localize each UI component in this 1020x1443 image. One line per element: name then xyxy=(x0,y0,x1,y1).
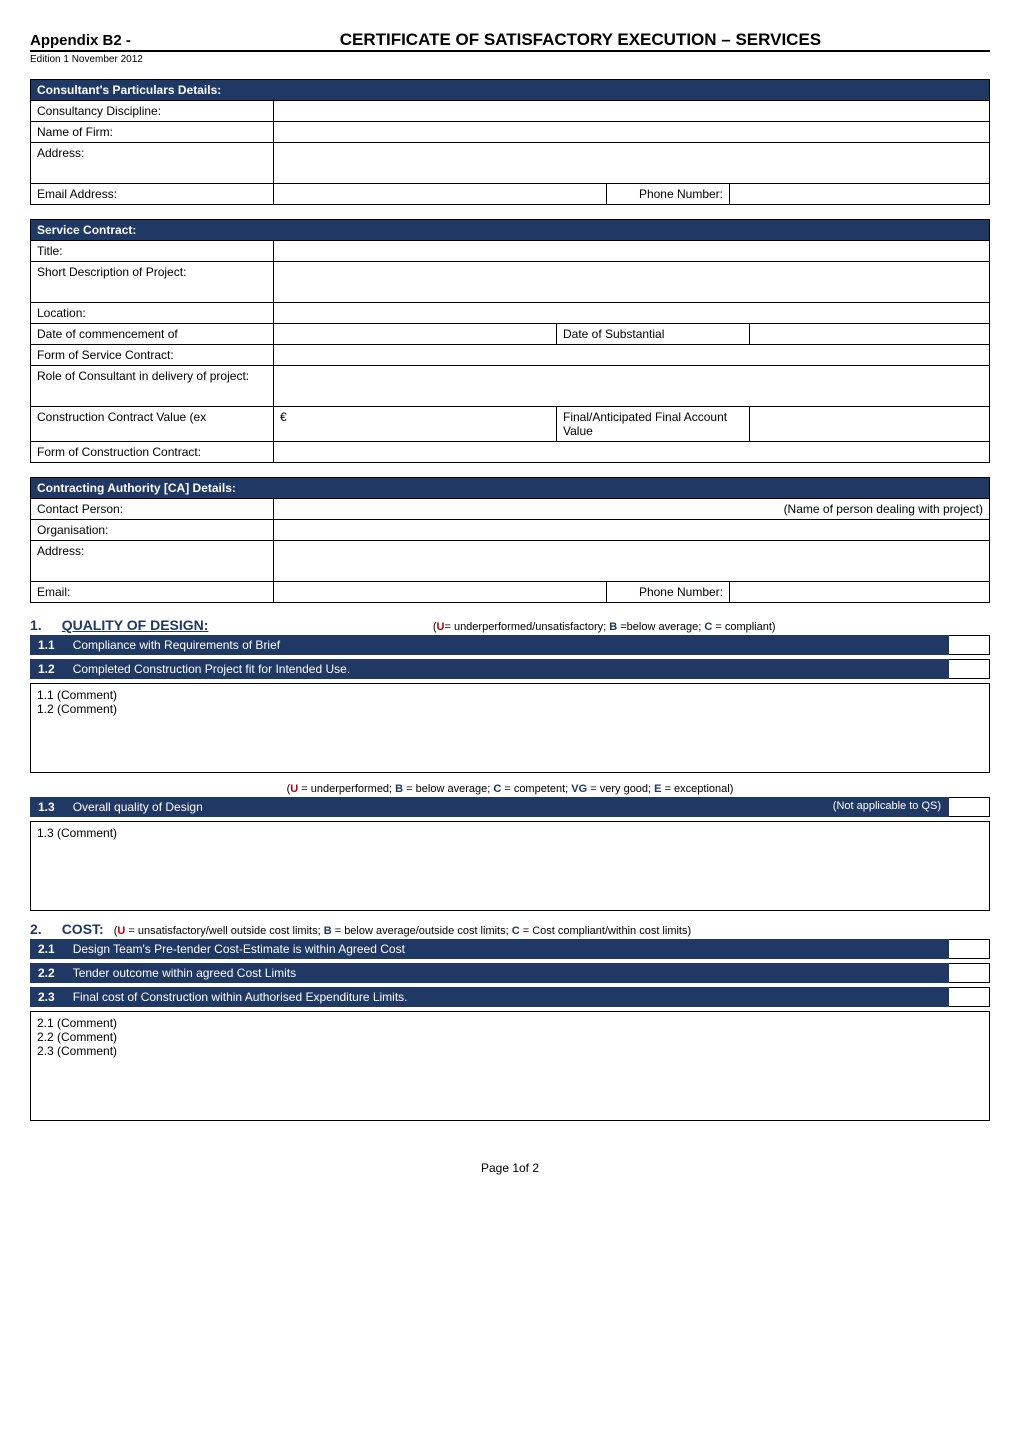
ca-phone-label: Phone Number: xyxy=(607,582,730,603)
page-footer: Page 1of 2 xyxy=(30,1161,990,1175)
email-field[interactable] xyxy=(274,184,607,205)
comment-1-3: 1.3 (Comment) xyxy=(37,826,983,840)
row-1-2-rating[interactable] xyxy=(949,659,990,679)
service-section-header: Service Contract: xyxy=(31,220,990,241)
substantial-label: Date of Substantial xyxy=(557,324,750,345)
row-2-3-text: Final cost of Construction within Author… xyxy=(73,990,408,1004)
org-label: Organisation: xyxy=(31,520,274,541)
final-label: Final/Anticipated Final Account Value xyxy=(557,407,750,442)
legend-b: B xyxy=(609,621,617,633)
consultant-table: Consultant's Particulars Details: Consul… xyxy=(30,79,990,205)
row-1-3-rating[interactable] xyxy=(949,797,990,817)
row-2-1-text: Design Team's Pre-tender Cost-Estimate i… xyxy=(73,942,405,956)
quality-comment-box-1[interactable]: 1.1 (Comment) 1.2 (Comment) xyxy=(30,683,990,773)
title-field[interactable] xyxy=(274,241,990,262)
row-1-1: 1.1 Compliance with Requirements of Brief xyxy=(30,635,990,655)
ca-table: Contracting Authority [CA] Details: Cont… xyxy=(30,477,990,603)
row-1-3-num: 1.3 xyxy=(38,800,55,814)
document-header: Appendix B2 - CERTIFICATE OF SATISFACTOR… xyxy=(30,30,990,52)
address-label: Address: xyxy=(31,143,274,184)
quality-legend-2: (U = underperformed; B = below average; … xyxy=(30,783,990,795)
row-1-3-text: Overall quality of Design xyxy=(73,800,203,814)
discipline-field[interactable] xyxy=(274,101,990,122)
row-2-2-rating[interactable] xyxy=(949,963,990,983)
form-construction-label: Form of Construction Contract: xyxy=(31,442,274,463)
phone-field[interactable] xyxy=(730,184,990,205)
form-service-label: Form of Service Contract: xyxy=(31,345,274,366)
row-2-3-num: 2.3 xyxy=(38,990,55,1004)
ca-section-header: Contracting Authority [CA] Details: xyxy=(31,478,990,499)
address-field[interactable] xyxy=(274,143,990,184)
consultant-section-header: Consultant's Particulars Details: xyxy=(31,80,990,101)
quality-header: 1. QUALITY OF DESIGN: (U= underperformed… xyxy=(30,617,990,633)
cost-legend: (U = unsatisfactory/well outside cost li… xyxy=(114,925,691,937)
row-1-1-num: 1.1 xyxy=(38,638,55,652)
ca-address-label: Address: xyxy=(31,541,274,582)
contact-label: Contact Person: xyxy=(31,499,274,520)
cost-header: 2. COST: (U = unsatisfactory/well outsid… xyxy=(30,921,990,937)
appendix-label: Appendix B2 - xyxy=(30,32,131,49)
location-label: Location: xyxy=(31,303,274,324)
commence-field[interactable] xyxy=(274,324,557,345)
quality-legend: (U= underperformed/unsatisfactory; B =be… xyxy=(218,621,990,633)
row-1-2-num: 1.2 xyxy=(38,662,55,676)
title-label: Title: xyxy=(31,241,274,262)
edition-label: Edition 1 November 2012 xyxy=(30,54,990,65)
role-label: Role of Consultant in delivery of projec… xyxy=(31,366,274,407)
row-2-1-rating[interactable] xyxy=(949,939,990,959)
ccv-label-text: Construction Contract Value (ex xyxy=(37,410,206,424)
row-1-3-note: (Not applicable to QS) xyxy=(833,800,941,814)
page-title: CERTIFICATE OF SATISFACTORY EXECUTION – … xyxy=(171,30,990,50)
comment-1-2: 1.2 (Comment) xyxy=(37,702,983,716)
cost-num: 2. xyxy=(30,921,42,937)
comment-2-3: 2.3 (Comment) xyxy=(37,1044,983,1058)
ca-email-label: Email: xyxy=(31,582,274,603)
org-field[interactable] xyxy=(274,520,990,541)
row-2-1: 2.1 Design Team's Pre-tender Cost-Estimat… xyxy=(30,939,990,959)
quality-title: QUALITY OF DESIGN: xyxy=(62,617,209,633)
ca-phone-field[interactable] xyxy=(730,582,990,603)
firm-field[interactable] xyxy=(274,122,990,143)
cost-title: COST: xyxy=(62,921,104,937)
service-table: Service Contract: Title: Short Descripti… xyxy=(30,219,990,463)
comment-1-1: 1.1 (Comment) xyxy=(37,688,983,702)
cost-comment-box[interactable]: 2.1 (Comment) 2.2 (Comment) 2.3 (Comment… xyxy=(30,1011,990,1121)
commence-label: Date of commencement of xyxy=(31,324,274,345)
final-field[interactable] xyxy=(750,407,990,442)
row-1-2-text: Completed Construction Project fit for I… xyxy=(73,662,350,676)
row-1-1-text: Compliance with Requirements of Brief xyxy=(73,638,280,652)
row-2-3-rating[interactable] xyxy=(949,987,990,1007)
role-field[interactable] xyxy=(274,366,990,407)
ccv-field[interactable]: € xyxy=(274,407,557,442)
quality-comment-box-2[interactable]: 1.3 (Comment) xyxy=(30,821,990,911)
row-2-2: 2.2 Tender outcome within agreed Cost Lim… xyxy=(30,963,990,983)
ccv-label: Construction Contract Value (ex xyxy=(31,407,274,442)
form-construction-field[interactable] xyxy=(274,442,990,463)
email-label: Email Address: xyxy=(31,184,274,205)
form-service-field[interactable] xyxy=(274,345,990,366)
comment-2-1: 2.1 (Comment) xyxy=(37,1016,983,1030)
row-2-2-num: 2.2 xyxy=(38,966,55,980)
phone-label: Phone Number: xyxy=(607,184,730,205)
desc-field[interactable] xyxy=(274,262,990,303)
desc-label: Short Description of Project: xyxy=(31,262,274,303)
firm-label: Name of Firm: xyxy=(31,122,274,143)
ca-email-field[interactable] xyxy=(274,582,607,603)
comment-2-2: 2.2 (Comment) xyxy=(37,1030,983,1044)
row-2-2-text: Tender outcome within agreed Cost Limits xyxy=(73,966,296,980)
discipline-label: Consultancy Discipline: xyxy=(31,101,274,122)
quality-num: 1. xyxy=(30,617,42,633)
location-field[interactable] xyxy=(274,303,990,324)
row-1-3: 1.3 Overall quality of Design (Not applica… xyxy=(30,797,990,817)
row-1-2: 1.2 Completed Construction Project fit fo… xyxy=(30,659,990,679)
ca-address-field[interactable] xyxy=(274,541,990,582)
row-2-1-num: 2.1 xyxy=(38,942,55,956)
substantial-field[interactable] xyxy=(750,324,990,345)
row-2-3: 2.3 Final cost of Construction within Aut… xyxy=(30,987,990,1007)
contact-note: (Name of person dealing with project) xyxy=(274,499,990,520)
euro-symbol: € xyxy=(280,410,287,424)
row-1-1-rating[interactable] xyxy=(949,635,990,655)
